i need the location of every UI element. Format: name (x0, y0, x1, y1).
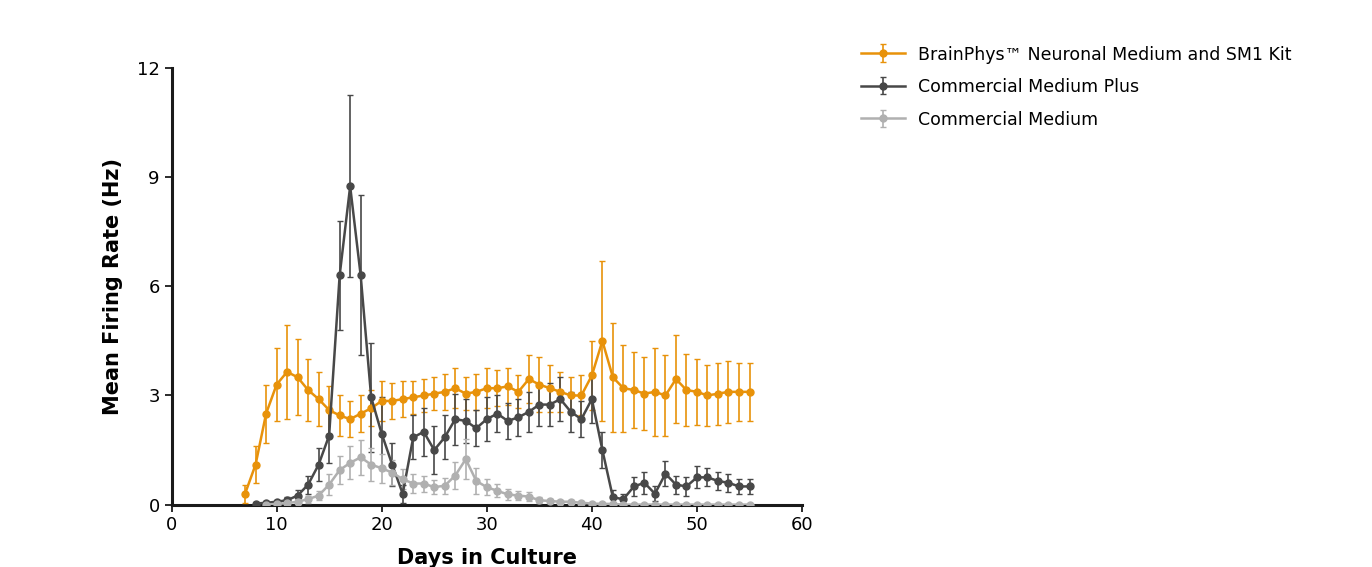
X-axis label: Days in Culture: Days in Culture (397, 548, 576, 567)
Y-axis label: Mean Firing Rate (Hz): Mean Firing Rate (Hz) (103, 158, 123, 415)
Legend: BrainPhys™ Neuronal Medium and SM1 Kit, Commercial Medium Plus, Commercial Mediu: BrainPhys™ Neuronal Medium and SM1 Kit, … (852, 37, 1301, 138)
